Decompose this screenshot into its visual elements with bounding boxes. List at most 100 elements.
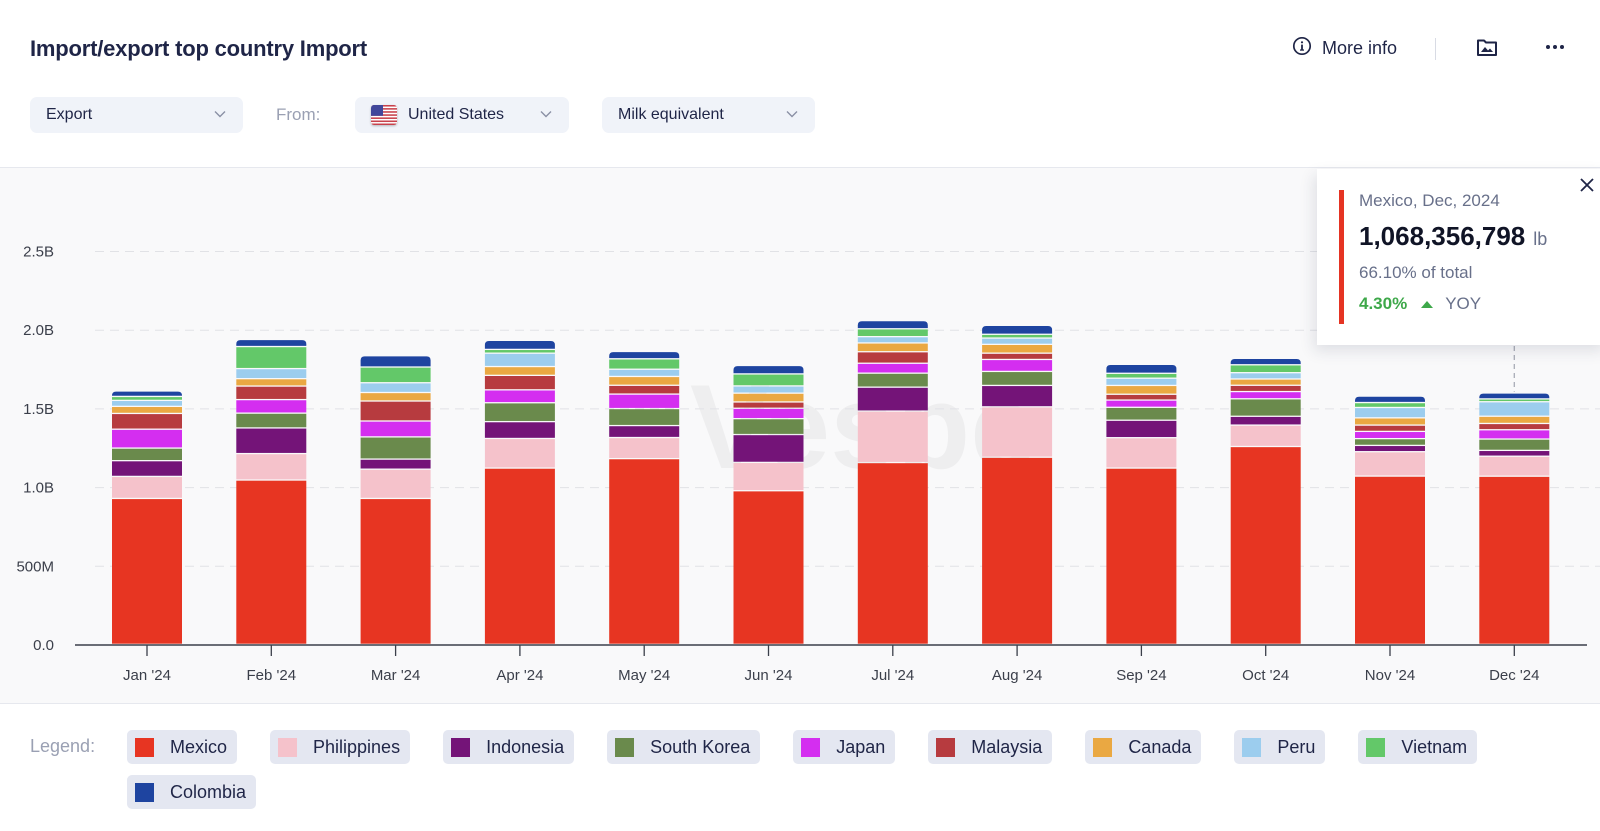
bar-segment[interactable] (982, 360, 1053, 371)
bar-segment[interactable] (982, 334, 1053, 338)
bar-segment[interactable] (1479, 402, 1550, 416)
flow-dropdown[interactable]: Export (30, 97, 243, 133)
bar-segment[interactable] (1106, 364, 1177, 373)
bar-segment[interactable] (1355, 476, 1425, 644)
bar-segment[interactable] (1106, 438, 1177, 468)
bar-segment[interactable] (112, 414, 182, 429)
legend-item-peru[interactable]: Peru (1234, 730, 1326, 764)
bar-segment[interactable] (236, 347, 307, 368)
bar-segment[interactable] (484, 376, 555, 390)
bar-segment[interactable] (1230, 447, 1301, 644)
bar-segment[interactable] (1479, 476, 1550, 644)
bar-segment[interactable] (236, 480, 307, 644)
bar-segment[interactable] (1230, 379, 1301, 385)
bar-segment[interactable] (982, 338, 1053, 344)
bar-segment[interactable] (1106, 378, 1177, 385)
unit-mode-dropdown[interactable]: Milk equivalent (602, 97, 815, 133)
bar-segment[interactable] (236, 369, 307, 379)
bar-segment[interactable] (609, 377, 680, 385)
bar-segment[interactable] (112, 499, 182, 644)
bar-segment[interactable] (1106, 468, 1177, 644)
bar-segment[interactable] (112, 461, 182, 476)
bar-segment[interactable] (733, 366, 804, 374)
bar-segment[interactable] (733, 463, 804, 491)
bar-segment[interactable] (733, 408, 804, 418)
bar-segment[interactable] (1355, 408, 1425, 418)
bar-segment[interactable] (484, 367, 555, 375)
bar-segment[interactable] (857, 387, 928, 411)
bar-segment[interactable] (484, 390, 555, 403)
bar-segment[interactable] (733, 491, 804, 644)
bar-segment[interactable] (1355, 439, 1425, 445)
bar-segment[interactable] (1106, 373, 1177, 378)
bar-segment[interactable] (857, 321, 928, 329)
bar-segment[interactable] (112, 429, 182, 448)
bar-segment[interactable] (1355, 403, 1425, 407)
bar-segment[interactable] (360, 383, 431, 392)
bar-segment[interactable] (360, 459, 431, 469)
download-image-button[interactable] (1474, 36, 1500, 62)
bar-segment[interactable] (484, 353, 555, 366)
bar-segment[interactable] (112, 401, 182, 406)
bar-segment[interactable] (484, 468, 555, 644)
bar-segment[interactable] (236, 340, 307, 346)
bar-segment[interactable] (236, 386, 307, 399)
bar-segment[interactable] (1479, 399, 1550, 402)
bar-segment[interactable] (1230, 385, 1301, 391)
bar-segment[interactable] (360, 393, 431, 401)
bar-segment[interactable] (112, 407, 182, 413)
bar-segment[interactable] (1230, 392, 1301, 399)
bar-segment[interactable] (484, 341, 555, 349)
bar-segment[interactable] (733, 386, 804, 393)
legend-item-colombia[interactable]: Colombia (127, 775, 257, 809)
bar-segment[interactable] (484, 403, 555, 421)
bar-segment[interactable] (112, 448, 182, 461)
bar-segment[interactable] (609, 394, 680, 408)
bar-segment[interactable] (1479, 456, 1550, 476)
legend-item-malaysia[interactable]: Malaysia (928, 730, 1053, 764)
bar-segment[interactable] (857, 463, 928, 644)
bar-segment[interactable] (982, 457, 1053, 644)
bar-segment[interactable] (609, 385, 680, 394)
bar-segment[interactable] (733, 393, 804, 402)
bar-segment[interactable] (1230, 416, 1301, 425)
bar-segment[interactable] (112, 391, 182, 396)
bar-segment[interactable] (982, 344, 1053, 353)
bar-segment[interactable] (1230, 425, 1301, 446)
bar-segment[interactable] (1479, 430, 1550, 439)
bar-segment[interactable] (360, 401, 431, 421)
legend-item-mexico[interactable]: Mexico (127, 730, 238, 764)
bar-segment[interactable] (733, 419, 804, 434)
bar-segment[interactable] (1355, 418, 1425, 425)
bar-segment[interactable] (609, 352, 680, 359)
bar-segment[interactable] (1230, 373, 1301, 379)
bar-segment[interactable] (236, 400, 307, 413)
bar-segment[interactable] (609, 438, 680, 458)
legend-item-philippines[interactable]: Philippines (270, 730, 411, 764)
bar-segment[interactable] (733, 435, 804, 462)
bar-segment[interactable] (1106, 386, 1177, 394)
bar-segment[interactable] (112, 477, 182, 498)
bar-segment[interactable] (484, 422, 555, 438)
bar-segment[interactable] (1106, 394, 1177, 400)
bar-segment[interactable] (857, 411, 928, 462)
bar-segment[interactable] (857, 352, 928, 363)
bar-segment[interactable] (857, 363, 928, 373)
bar-segment[interactable] (1355, 446, 1425, 452)
bar-segment[interactable] (360, 437, 431, 459)
bar-segment[interactable] (1106, 420, 1177, 438)
bar-segment[interactable] (733, 374, 804, 386)
bar-segment[interactable] (1479, 424, 1550, 430)
more-options-button[interactable] (1542, 36, 1568, 62)
bar-segment[interactable] (1479, 451, 1550, 456)
bar-segment[interactable] (1479, 416, 1550, 423)
legend-item-south-korea[interactable]: South Korea (607, 730, 761, 764)
legend-item-vietnam[interactable]: Vietnam (1358, 730, 1478, 764)
bar-segment[interactable] (1230, 399, 1301, 416)
bar-segment[interactable] (982, 407, 1053, 457)
bar-segment[interactable] (236, 413, 307, 428)
bar-segment[interactable] (112, 397, 182, 400)
close-icon[interactable] (1577, 175, 1597, 195)
bar-segment[interactable] (733, 402, 804, 408)
bar-segment[interactable] (360, 356, 431, 367)
